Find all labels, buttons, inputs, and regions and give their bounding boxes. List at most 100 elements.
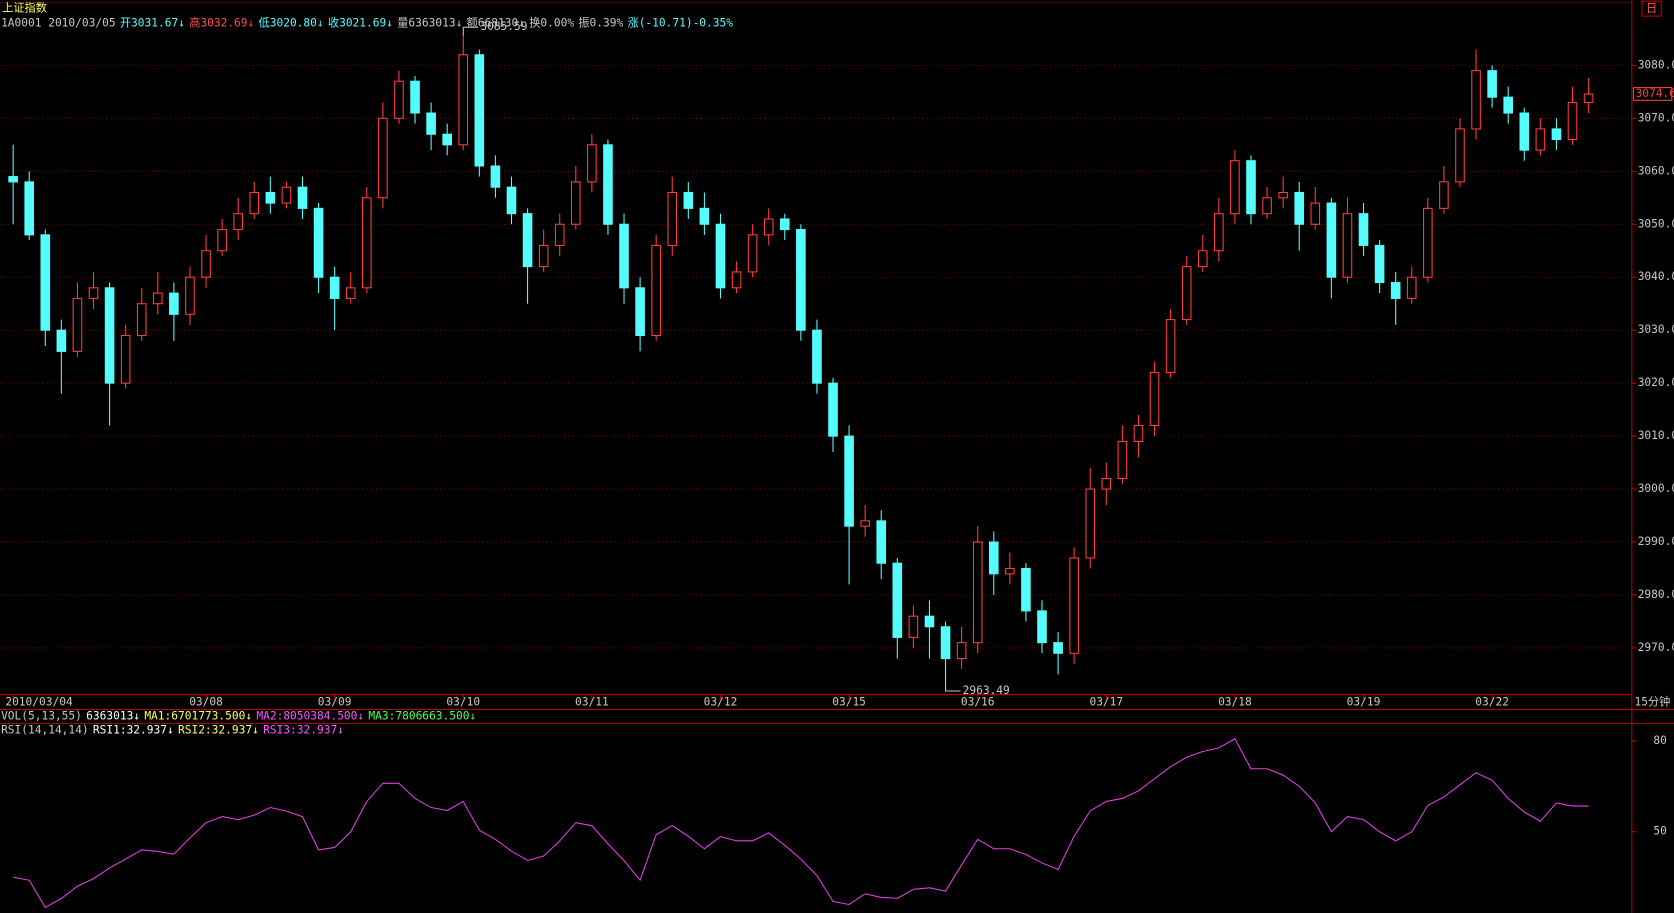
candle-body xyxy=(233,213,244,231)
candle-body xyxy=(265,191,276,204)
high-leader xyxy=(462,26,479,36)
candle-body xyxy=(1214,213,1224,252)
candle-body xyxy=(88,287,99,299)
x-tick-label: 03/17 xyxy=(1089,696,1123,709)
candle-body xyxy=(587,144,597,183)
candle-body xyxy=(956,642,967,660)
candle-body xyxy=(1197,250,1208,268)
candle-body xyxy=(1535,128,1546,151)
candle-body xyxy=(667,191,678,246)
y-tick-label: 80 xyxy=(1653,734,1667,747)
candle-body xyxy=(1246,160,1256,215)
x-tick-label: 03/15 xyxy=(832,696,866,709)
x-tick-label: 03/09 xyxy=(318,696,352,709)
candle-body xyxy=(1519,112,1530,151)
candle-body xyxy=(1583,93,1594,103)
candle-body xyxy=(538,244,549,268)
candle-body xyxy=(1358,213,1369,246)
quote-info: 1A0001 2010/03/05 开3031.67↓ 高3032.69↓ 低3020… xyxy=(1,16,733,30)
last-price: 3074.6 xyxy=(1636,87,1674,100)
candle-body xyxy=(410,80,420,114)
candle-body xyxy=(72,297,83,352)
candle-body xyxy=(1005,567,1015,575)
candle-body xyxy=(747,234,758,273)
candle-body xyxy=(651,244,661,337)
candle-body xyxy=(860,520,870,527)
period-label[interactable]: 日 xyxy=(1646,2,1657,15)
header-item: 振0.39% xyxy=(578,16,623,30)
candle-body xyxy=(1037,610,1047,644)
candle-body xyxy=(362,197,372,289)
x-tick-label: 03/16 xyxy=(961,696,995,709)
y-tick-label: 3070.0 xyxy=(1638,111,1674,124)
period-box[interactable] xyxy=(1641,0,1662,17)
candle-body xyxy=(249,191,260,215)
candle-body xyxy=(458,54,469,146)
candle-body xyxy=(1487,70,1497,98)
candle-body xyxy=(1278,191,1288,199)
header-item: 低3020.80↓ xyxy=(259,17,324,30)
header-item: 量6363013↓ xyxy=(397,17,462,30)
candle-body xyxy=(281,186,292,204)
high-annotation: 3085.59 xyxy=(480,20,527,33)
header-item: 高3032.69↓ xyxy=(189,16,254,30)
candle-body xyxy=(40,234,51,331)
header-item: 6363013↓ xyxy=(86,709,140,722)
candle-body xyxy=(1021,567,1031,612)
candle-body xyxy=(136,303,147,337)
rsi-line xyxy=(13,738,1589,909)
candle-body xyxy=(603,144,613,225)
candle-body xyxy=(1310,202,1321,225)
candle-body xyxy=(715,223,726,289)
candle-body xyxy=(474,54,485,167)
candle-body xyxy=(490,165,501,188)
candle-body xyxy=(1181,266,1192,321)
y-tick-label: 50 xyxy=(1653,825,1667,838)
candle-body xyxy=(1374,244,1385,284)
x-tick-label: 03/12 xyxy=(704,696,738,709)
header-item: 额668130↓ xyxy=(467,17,525,30)
y-tick-label: 3080.0 xyxy=(1638,58,1674,71)
last-price-box xyxy=(1632,87,1673,101)
candle-body xyxy=(876,520,887,564)
candle-body xyxy=(8,176,18,183)
candle-body xyxy=(1069,557,1079,654)
header-item: RSI(14,14,14) xyxy=(1,723,89,736)
y-tick-label: 2980.0 xyxy=(1638,588,1674,601)
candle-body xyxy=(699,207,710,225)
candle-body xyxy=(1423,207,1433,278)
candle-body xyxy=(940,626,951,660)
candle-body xyxy=(1085,488,1096,559)
candle-body xyxy=(635,287,645,337)
candle-body xyxy=(844,435,854,527)
candle-body xyxy=(828,382,838,437)
candle-body xyxy=(522,213,533,268)
candle-body xyxy=(120,334,131,384)
candle-body xyxy=(1101,477,1112,490)
y-tick-label: 3020.0 xyxy=(1638,376,1674,389)
candle-body xyxy=(297,186,308,209)
header-item: RSI1:32.937↓ xyxy=(93,723,174,736)
candle-body xyxy=(378,117,388,199)
x-tick-label: 03/18 xyxy=(1218,696,1252,709)
candle-body xyxy=(731,271,742,289)
y-tick-label: 3010.0 xyxy=(1638,429,1674,442)
candle-body xyxy=(1551,128,1562,141)
candle-body xyxy=(1165,319,1176,374)
header-item: MA1:6701773.500↓ xyxy=(144,709,252,722)
candle-body xyxy=(1326,202,1337,278)
candle-body xyxy=(169,292,179,315)
candle-body xyxy=(1262,197,1272,215)
candle-body xyxy=(988,541,999,575)
candle-body xyxy=(1439,181,1449,209)
candle-body xyxy=(394,80,404,119)
candle-body xyxy=(779,218,790,231)
y-tick-label: 2990.0 xyxy=(1638,535,1674,548)
interval-label[interactable]: 15分钟 xyxy=(1634,695,1670,709)
y-tick-label: 3040.0 xyxy=(1638,270,1674,283)
header-item: 1A0001 2010/03/05 xyxy=(1,17,116,30)
candle-body xyxy=(924,615,935,628)
low-annotation: 2963.49 xyxy=(963,684,1010,697)
